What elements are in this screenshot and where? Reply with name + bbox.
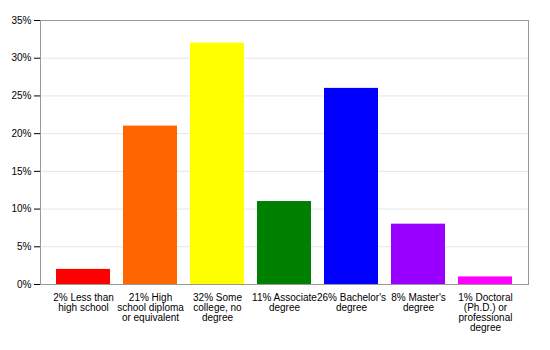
svg-text:15%: 15% <box>11 166 31 177</box>
svg-text:2% Less thanhigh school: 2% Less thanhigh school <box>53 292 114 313</box>
svg-text:25%: 25% <box>11 90 31 101</box>
svg-text:11% Associatedegree: 11% Associatedegree <box>252 292 317 313</box>
svg-text:20%: 20% <box>11 128 31 139</box>
svg-text:1% Doctoral(Ph.D.) orprofessio: 1% Doctoral(Ph.D.) orprofessionaldegree <box>458 292 512 333</box>
svg-text:32% Somecollege, nodegree: 32% Somecollege, nodegree <box>193 292 242 323</box>
svg-text:30%: 30% <box>11 52 31 63</box>
svg-text:5%: 5% <box>17 241 32 252</box>
svg-text:21% Highschool diplomaor equiv: 21% Highschool diplomaor equivalent <box>117 292 184 323</box>
svg-text:8% Master'sdegree: 8% Master'sdegree <box>391 292 446 313</box>
svg-text:10%: 10% <box>11 203 31 214</box>
svg-text:0%: 0% <box>17 279 32 290</box>
svg-text:35%: 35% <box>11 15 31 26</box>
svg-text:26% Bachelor'sdegree: 26% Bachelor'sdegree <box>317 292 386 313</box>
